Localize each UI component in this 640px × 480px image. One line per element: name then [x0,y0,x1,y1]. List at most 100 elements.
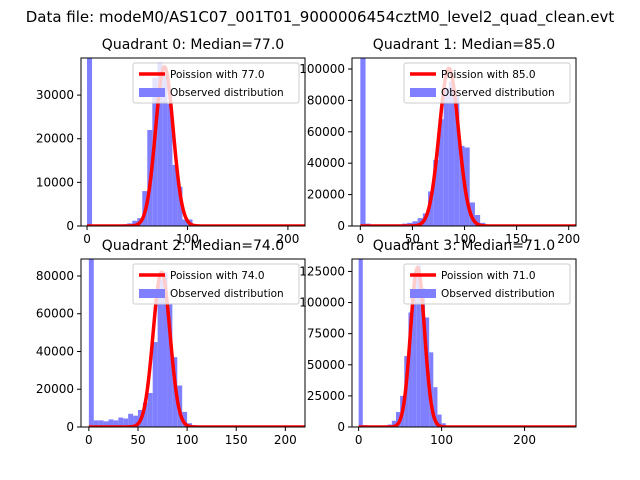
y-tick-label: 0 [66,219,74,233]
histogram-bar [443,87,449,226]
histogram-bar [437,414,442,427]
y-tick-label: 20000 [307,188,345,202]
histogram-bar [157,62,163,226]
histogram-bar [391,420,396,427]
subplot-title: Quadrant 2: Median=74.0 [102,238,284,254]
plot-area [357,259,576,427]
x-tick-label: 100 [430,433,453,447]
histogram-bar [395,412,401,427]
y-tick-label: 40000 [307,156,345,170]
histogram-bar [182,411,188,427]
legend-patch-swatch [410,88,436,97]
histogram-bar [132,220,138,226]
y-tick-label: 40000 [36,344,74,358]
y-tick-label: 0 [337,420,345,434]
legend-patch-swatch [410,289,436,298]
y-tick-label: 0 [66,420,74,434]
x-tick-label: 50 [405,232,420,246]
histogram-bar [177,186,183,226]
histogram-bar [123,418,129,427]
y-tick-label: 50000 [307,358,345,372]
legend-label-observed: Observed distribution [441,288,555,300]
axes-frame [351,57,577,227]
legend-label-poisson: Poission with 85.0 [441,69,536,81]
y-tick-label: 80000 [307,93,345,107]
histogram-bar [133,415,138,427]
x-tick-label: 100 [176,433,199,447]
histogram-bar [429,352,434,427]
histogram-bar [93,420,99,427]
x-tick-label: 0 [357,232,365,246]
axes-frame [80,57,306,227]
histogram-bar [438,119,444,226]
histogram-bar [118,417,124,427]
histogram-bar [128,413,134,427]
histogram-bar [152,342,158,427]
poisson-curve [359,66,576,226]
histogram-bar [182,219,188,226]
subplot-3: Quadrant 3: Median=71.0 0 100 200 0 25000 5000… [299,238,577,447]
histogram-bar [113,420,119,427]
legend: Poission with 74.0 Observed distribution [132,263,300,305]
legend-box [132,263,300,305]
x-tick-label: 50 [130,433,145,447]
y-tick-label: 60000 [36,307,74,321]
histogram-bar [147,393,153,427]
histogram-bar [88,259,94,427]
histogram-bar [420,287,426,427]
y-tick-label: 100000 [299,296,345,310]
x-tick-label: 200 [274,433,297,447]
y-tick-label: 100000 [299,62,345,76]
histogram-bar [412,277,417,427]
y-tick-label: 0 [337,219,345,233]
figure-suptitle: Data file: modeM0/AS1C07_001T01_90000064… [26,8,615,27]
histogram-bar [167,304,173,427]
legend-label-poisson: Poission with 71.0 [441,270,536,282]
subplot-title: Quadrant 3: Median=71.0 [373,238,555,254]
y-tick-label: 20000 [36,132,74,146]
histogram-bar [157,279,163,427]
subplot-title: Quadrant 0: Median=77.0 [102,37,284,53]
y-tick-label: 80000 [36,269,74,283]
x-tick-label: 200 [513,433,536,447]
histogram-bar [448,81,455,226]
legend: Poission with 85.0 Observed distribution [403,62,571,104]
x-tick-label: 0 [83,232,91,246]
legend: Poission with 77.0 Observed distribution [132,62,300,104]
histogram-bar [358,259,363,427]
x-tick-label: 100 [176,232,199,246]
axes-frame [80,258,306,428]
legend: Poission with 71.0 Observed distribution [403,263,571,305]
subplot-0: Quadrant 0: Median=77.0 0 100 200 0 10000 2000… [36,37,306,246]
legend-label-observed: Observed distribution [441,87,555,99]
y-tick-label: 125000 [299,264,345,278]
histogram-bar [416,265,421,427]
histogram-bar [98,420,104,427]
histogram-bar [360,58,366,226]
histogram-bar [162,73,168,226]
y-tick-label: 75000 [307,327,345,341]
plot-area [359,58,576,226]
y-tick-label: 20000 [36,382,74,396]
legend-label-observed: Observed distribution [170,288,284,300]
histogram-bar [162,272,168,427]
x-tick-label: 150 [505,232,528,246]
subplot-title: Quadrant 1: Median=85.0 [373,37,555,53]
histogram-bar [454,95,460,226]
legend-patch-swatch [139,289,165,298]
histogram-bar [464,147,470,226]
histogram-bar [428,191,434,226]
x-tick-label: 100 [453,232,476,246]
x-tick-label: 0 [85,433,93,447]
x-tick-label: 200 [557,232,580,246]
y-tick-label: 25000 [307,389,345,403]
legend-box [403,62,571,104]
histogram-bar [87,58,93,226]
legend-label-poisson: Poission with 74.0 [170,270,265,282]
x-tick-label: 0 [355,433,363,447]
x-tick-label: 200 [276,232,299,246]
legend-box [403,263,571,305]
histogram-bar [459,145,465,226]
histogram-bar [474,215,481,226]
histogram-bar [167,103,173,226]
